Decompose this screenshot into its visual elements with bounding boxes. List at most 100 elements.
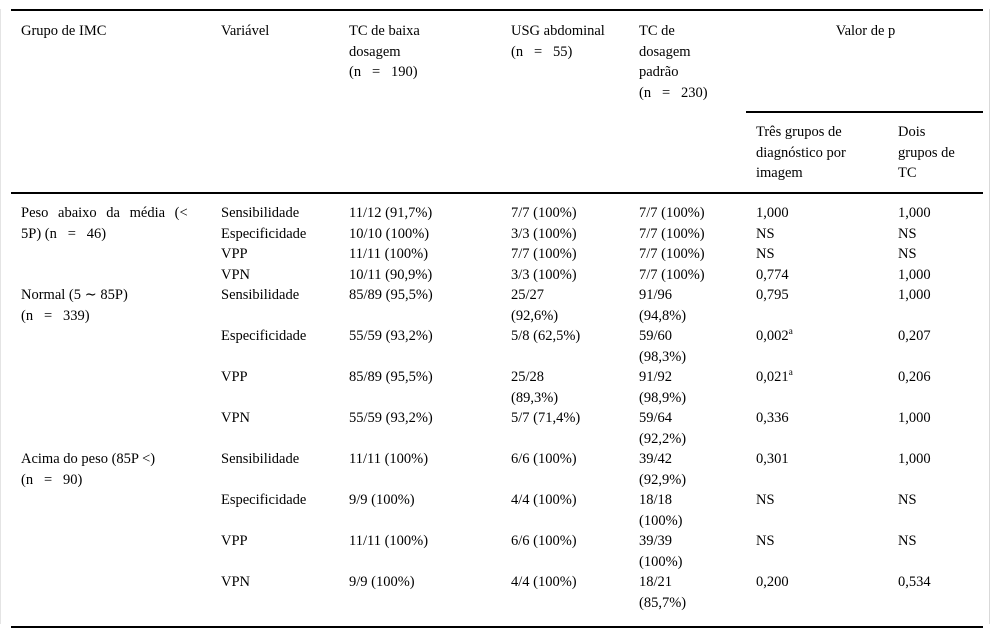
cell-tc-baixa: 85/89 (95,5%): [349, 369, 433, 385]
table-row: Especificidade 55/59 (93,2%) 5/8 (62,5%)…: [11, 326, 983, 367]
cell-p-tres-grupos: 0,002a: [756, 327, 793, 344]
cell-tc-baixa: 85/89 (95,5%): [349, 287, 433, 303]
cell-usg: 7/7 (100%): [511, 205, 577, 221]
cell-tc-baixa: 9/9 (100%): [349, 574, 415, 590]
group-label-line: 5P) (n = 46): [21, 225, 107, 242]
cell-tc-baixa: 10/10 (100%): [349, 225, 430, 242]
col-header-n: (n = 55): [511, 43, 573, 60]
table-row: VPN 9/9 (100%) 4/4 (100%) 18/21 (85,7%) …: [11, 572, 983, 627]
cell-variavel: Sensibilidade: [221, 205, 300, 221]
col-header-title: TC de dosagem padrão: [639, 23, 691, 80]
table-row: Especificidade 10/10 (100%) 3/3 (100%) 7…: [11, 224, 983, 245]
col-header-n: (n = 230): [639, 84, 708, 101]
cell-variavel: VPP: [221, 533, 248, 549]
subcol-header-tres-grupos: Três grupos de diagnóstico por imagem: [746, 112, 888, 194]
group-label-peso-abaixo: Peso abaixo da média (< 5P) (n = 46): [11, 193, 211, 285]
cell-tc-baixa: 9/9 (100%): [349, 492, 415, 508]
col-header-n: (n = 190): [349, 64, 418, 80]
table-row: Normal (5 ∼ 85P) (n = 339) Sensibilidade …: [11, 285, 983, 326]
group-label-acima-do-peso: Acima do peso (85P <) (n = 90): [11, 449, 211, 627]
group-label-line: (n = 90): [21, 471, 83, 488]
cell-usg: 7/7 (100%): [511, 246, 577, 262]
table-row: VPN 10/11 (90,9%) 3/3 (100%) 7/7 (100%) …: [11, 265, 983, 286]
cell-p-dois-grupos: NS: [898, 246, 917, 262]
footnote-marker: a: [788, 368, 793, 379]
cell-p-dois-grupos: 0,206: [898, 369, 931, 385]
cell-usg: 25/28 (89,3%): [511, 369, 559, 406]
footnote-marker: a: [788, 327, 793, 338]
cell-variavel: Especificidade: [221, 225, 307, 242]
group-label-line: (n = 339): [21, 307, 90, 324]
cell-p-tres-grupos: 0,795: [756, 287, 789, 303]
cell-tc-padrao: 18/18 (100%): [639, 492, 683, 529]
cell-p-dois-grupos: NS: [898, 225, 917, 242]
cell-usg: 3/3 (100%): [511, 266, 577, 283]
cell-p-dois-grupos: 0,534: [898, 574, 931, 590]
cell-tc-padrao: 91/96 (94,8%): [639, 287, 687, 324]
cell-tc-baixa: 11/11 (100%): [349, 246, 429, 262]
cell-p-tres-grupos: NS: [756, 246, 775, 262]
group-label-line: Acima do peso (85P <): [21, 451, 156, 467]
table-row: VPP 11/11 (100%) 7/7 (100%) 7/7 (100%) N…: [11, 244, 983, 265]
cell-variavel: Sensibilidade: [221, 451, 300, 467]
cell-p-tres-grupos: 0,021a: [756, 368, 793, 385]
cell-tc-padrao: 7/7 (100%): [639, 225, 705, 242]
cell-p-dois-grupos: 1,000: [898, 266, 931, 283]
cell-tc-baixa: 55/59 (93,2%): [349, 328, 433, 344]
cell-usg: 4/4 (100%): [511, 574, 577, 590]
cell-usg: 5/7 (71,4%): [511, 410, 581, 426]
cell-variavel: VPP: [221, 369, 248, 385]
col-header-usg-abdominal: USG abdominal (n = 55): [501, 10, 629, 194]
cell-tc-padrao: 59/64 (92,2%): [639, 410, 687, 447]
cell-usg: 4/4 (100%): [511, 492, 577, 508]
cell-variavel: VPN: [221, 266, 251, 283]
paper-table-page: Grupo de IMC Variável TC de baixa dosage…: [0, 9, 990, 628]
cell-variavel: Especificidade: [221, 492, 307, 508]
col-header-tc-dosagem-padrao: TC de dosagem padrão (n = 230): [629, 10, 746, 194]
cell-tc-baixa: 11/11 (100%): [349, 451, 429, 467]
cell-p-dois-grupos: 1,000: [898, 410, 931, 426]
cell-tc-baixa: 11/12 (91,7%): [349, 205, 433, 221]
cell-variavel: VPN: [221, 574, 251, 590]
cell-tc-padrao: 91/92 (98,9%): [639, 369, 687, 406]
cell-p-tres-grupos: NS: [756, 533, 775, 549]
cell-p-tres-grupos: 0,774: [756, 266, 789, 283]
group-label-line: Normal (5 ∼ 85P): [21, 287, 128, 303]
cell-p-tres-grupos: NS: [756, 225, 775, 242]
cell-p-dois-grupos: NS: [898, 492, 917, 508]
cell-p-tres-grupos: 0,301: [756, 451, 789, 467]
cell-usg: 6/6 (100%): [511, 451, 577, 467]
cell-tc-padrao: 7/7 (100%): [639, 205, 705, 221]
cell-usg: 6/6 (100%): [511, 533, 577, 549]
table-row: Especificidade 9/9 (100%) 4/4 (100%) 18/…: [11, 490, 983, 531]
cell-tc-padrao: 39/42 (92,9%): [639, 451, 687, 488]
group-label-line: Peso abaixo da média (<: [21, 205, 188, 221]
cell-p-dois-grupos: 1,000: [898, 287, 931, 303]
cell-tc-padrao: 18/21 (85,7%): [639, 574, 687, 611]
col-header-title: TC de baixa dosagem: [349, 23, 420, 60]
cell-p-dois-grupos: 1,000: [898, 205, 931, 221]
cell-p-tres-grupos: 1,000: [756, 205, 789, 221]
col-header-grupo-imc: Grupo de IMC: [11, 10, 211, 194]
cell-tc-padrao: 7/7 (100%): [639, 266, 705, 283]
cell-tc-padrao: 7/7 (100%): [639, 246, 705, 262]
table-row: Acima do peso (85P <) (n = 90) Sensibilid…: [11, 449, 983, 490]
cell-tc-baixa: 11/11 (100%): [349, 533, 429, 549]
col-header-title: USG abdominal: [511, 23, 605, 39]
cell-tc-padrao: 59/60 (98,3%): [639, 328, 687, 365]
cell-usg: 3/3 (100%): [511, 225, 577, 242]
cell-p-tres-grupos: 0,200: [756, 574, 789, 590]
cell-variavel: Especificidade: [221, 328, 307, 344]
cell-p-dois-grupos: NS: [898, 533, 917, 549]
subcol-header-dois-grupos-tc: Dois grupos de TC: [888, 112, 983, 194]
cell-tc-padrao: 39/39 (100%): [639, 533, 683, 570]
cell-p-dois-grupos: 1,000: [898, 451, 931, 467]
cell-p-tres-grupos: 0,336: [756, 410, 789, 426]
col-header-variavel: Variável: [211, 10, 339, 194]
cell-usg: 25/27 (92,6%): [511, 287, 559, 324]
cell-p-tres-grupos: NS: [756, 492, 775, 508]
col-header-tc-baixa-dosagem: TC de baixa dosagem (n = 190): [339, 10, 501, 194]
cell-variavel: VPP: [221, 246, 248, 262]
col-header-valor-de-p: Valor de p: [746, 10, 983, 113]
cell-tc-baixa: 55/59 (93,2%): [349, 410, 433, 426]
